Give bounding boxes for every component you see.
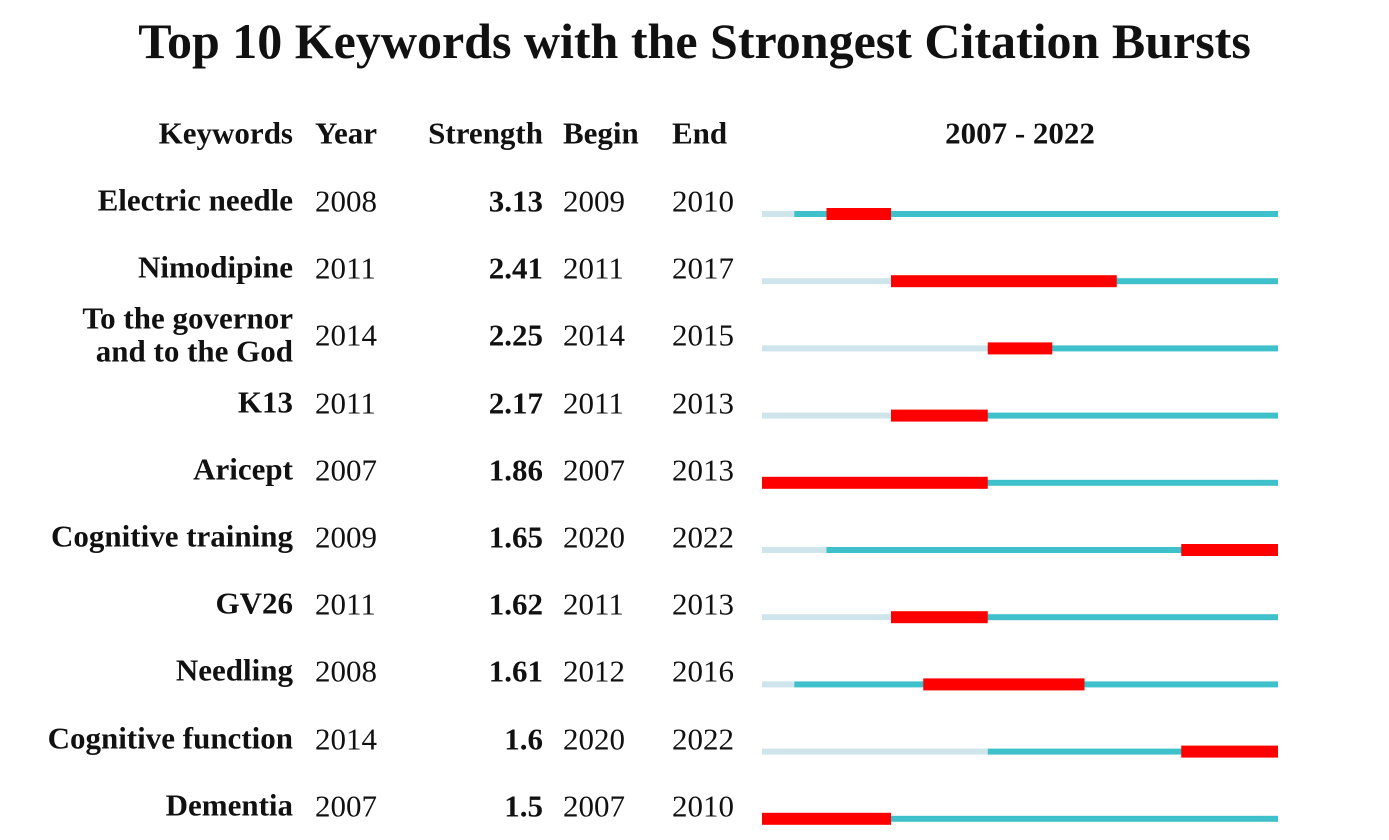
begin-year: 2020: [563, 519, 625, 555]
active-bar: [987, 345, 1278, 352]
pre-year-bar: [762, 681, 795, 688]
begin-year: 2020: [563, 721, 625, 757]
pre-year-bar: [762, 748, 988, 755]
burst-bar: [1181, 544, 1278, 556]
active-bar: [794, 211, 1278, 217]
keyword: Needling: [175, 653, 293, 689]
pre-year-bar: [762, 614, 891, 621]
strength: 1.61: [488, 653, 543, 689]
column-header: Strength: [428, 115, 543, 151]
column-header: Keywords: [158, 115, 293, 151]
pre-year-bar: [762, 278, 891, 285]
end-year: 2016: [672, 653, 734, 689]
burst-bar: [762, 812, 891, 825]
year: 2014: [315, 317, 377, 353]
keyword: Aricept: [193, 451, 293, 487]
strength: 1.65: [488, 519, 543, 555]
burst-bar: [826, 208, 891, 220]
begin-year: 2014: [563, 317, 625, 353]
begin-year: 2009: [563, 183, 625, 219]
begin-year: 2007: [563, 788, 625, 824]
keyword: Cognitive function: [47, 720, 293, 756]
strength: 1.62: [488, 586, 543, 622]
keyword: GV26: [215, 585, 294, 621]
begin-year: 2007: [563, 452, 625, 488]
column-header: Year: [315, 115, 377, 151]
active-bar: [826, 547, 1278, 553]
active-bar: [891, 614, 1278, 621]
strength: 1.5: [504, 788, 543, 824]
burst-bar: [1181, 745, 1278, 758]
pre-year-bar: [762, 211, 795, 217]
end-year: 2013: [672, 452, 734, 488]
active-bar: [762, 815, 1278, 822]
year: 2007: [315, 452, 377, 488]
burst-bar: [891, 409, 988, 422]
pre-year-bar: [762, 412, 891, 419]
column-header: Begin: [563, 115, 639, 151]
end-year: 2015: [672, 317, 734, 353]
end-year: 2013: [672, 385, 734, 421]
burst-bar: [762, 476, 988, 489]
end-year: 2010: [672, 788, 734, 824]
burst-bar: [987, 342, 1053, 355]
title: Top 10 Keywords with the Strongest Citat…: [138, 13, 1251, 69]
end-year: 2022: [672, 519, 734, 555]
pre-year-bar: [762, 547, 827, 553]
strength: 1.6: [504, 721, 543, 757]
timeline-header: 2007 - 2022: [945, 115, 1095, 151]
end-year: 2013: [672, 586, 734, 622]
end-year: 2017: [672, 250, 734, 286]
strength: 1.86: [488, 452, 543, 488]
end-year: 2022: [672, 721, 734, 757]
strength: 3.13: [488, 183, 543, 219]
year: 2011: [315, 385, 376, 421]
begin-year: 2011: [563, 250, 624, 286]
column-header: End: [672, 115, 728, 151]
strength: 2.25: [488, 317, 543, 353]
strength: 2.41: [488, 250, 543, 286]
keyword: Nimodipine: [137, 249, 293, 285]
strength: 2.17: [488, 385, 543, 421]
keyword: K13: [237, 384, 293, 420]
year: 2014: [315, 721, 377, 757]
year: 2008: [315, 183, 377, 219]
active-bar: [987, 748, 1278, 755]
begin-year: 2012: [563, 653, 625, 689]
active-bar: [762, 479, 1278, 486]
year: 2007: [315, 788, 377, 824]
keyword: Electric needle: [97, 182, 293, 218]
keyword: Cognitive training: [51, 518, 293, 554]
year: 2009: [315, 519, 377, 555]
keyword: Dementia: [165, 787, 293, 823]
begin-year: 2011: [563, 385, 624, 421]
active-bar: [891, 412, 1278, 419]
end-year: 2010: [672, 183, 734, 219]
burst-bar: [923, 678, 1085, 691]
begin-year: 2011: [563, 586, 624, 622]
pre-year-bar: [762, 345, 988, 352]
keyword: To the governor and to the God: [82, 300, 293, 369]
year: 2011: [315, 250, 376, 286]
year: 2011: [315, 586, 376, 622]
year: 2008: [315, 653, 377, 689]
burst-bar: [891, 275, 1117, 288]
burst-bar: [891, 611, 988, 624]
